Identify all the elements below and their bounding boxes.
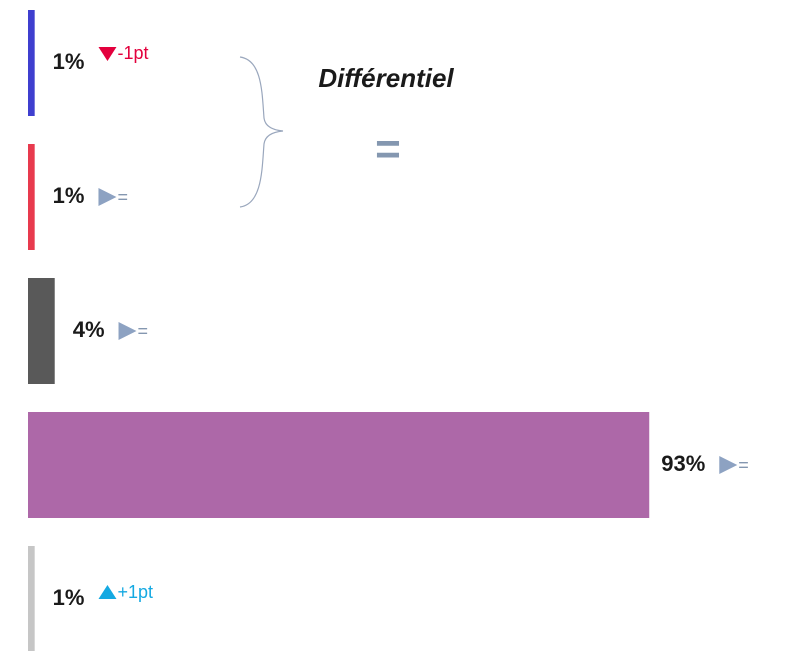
delta-arrow <box>118 322 137 340</box>
delta-label: = <box>738 455 749 475</box>
annotation-equal: = <box>375 125 401 174</box>
delta-label: = <box>138 321 149 341</box>
delta-arrow <box>98 188 117 206</box>
brace <box>239 56 284 208</box>
value-label: 4% <box>73 317 105 342</box>
delta-label: = <box>117 187 128 207</box>
bar <box>28 546 35 651</box>
delta-arrow <box>719 456 738 474</box>
value-label: 1% <box>53 49 85 74</box>
value-label: 93% <box>661 451 705 476</box>
value-label: 1% <box>53 585 85 610</box>
value-label: 1% <box>53 183 85 208</box>
delta-label: -1pt <box>117 43 148 63</box>
delta-label: +1pt <box>117 582 153 602</box>
bar <box>28 10 35 116</box>
delta-arrow <box>98 47 117 61</box>
delta-arrow <box>98 585 117 599</box>
annotation-title: Différentiel <box>318 63 454 93</box>
bar <box>28 412 650 518</box>
bar <box>28 278 55 384</box>
bar <box>28 144 35 250</box>
